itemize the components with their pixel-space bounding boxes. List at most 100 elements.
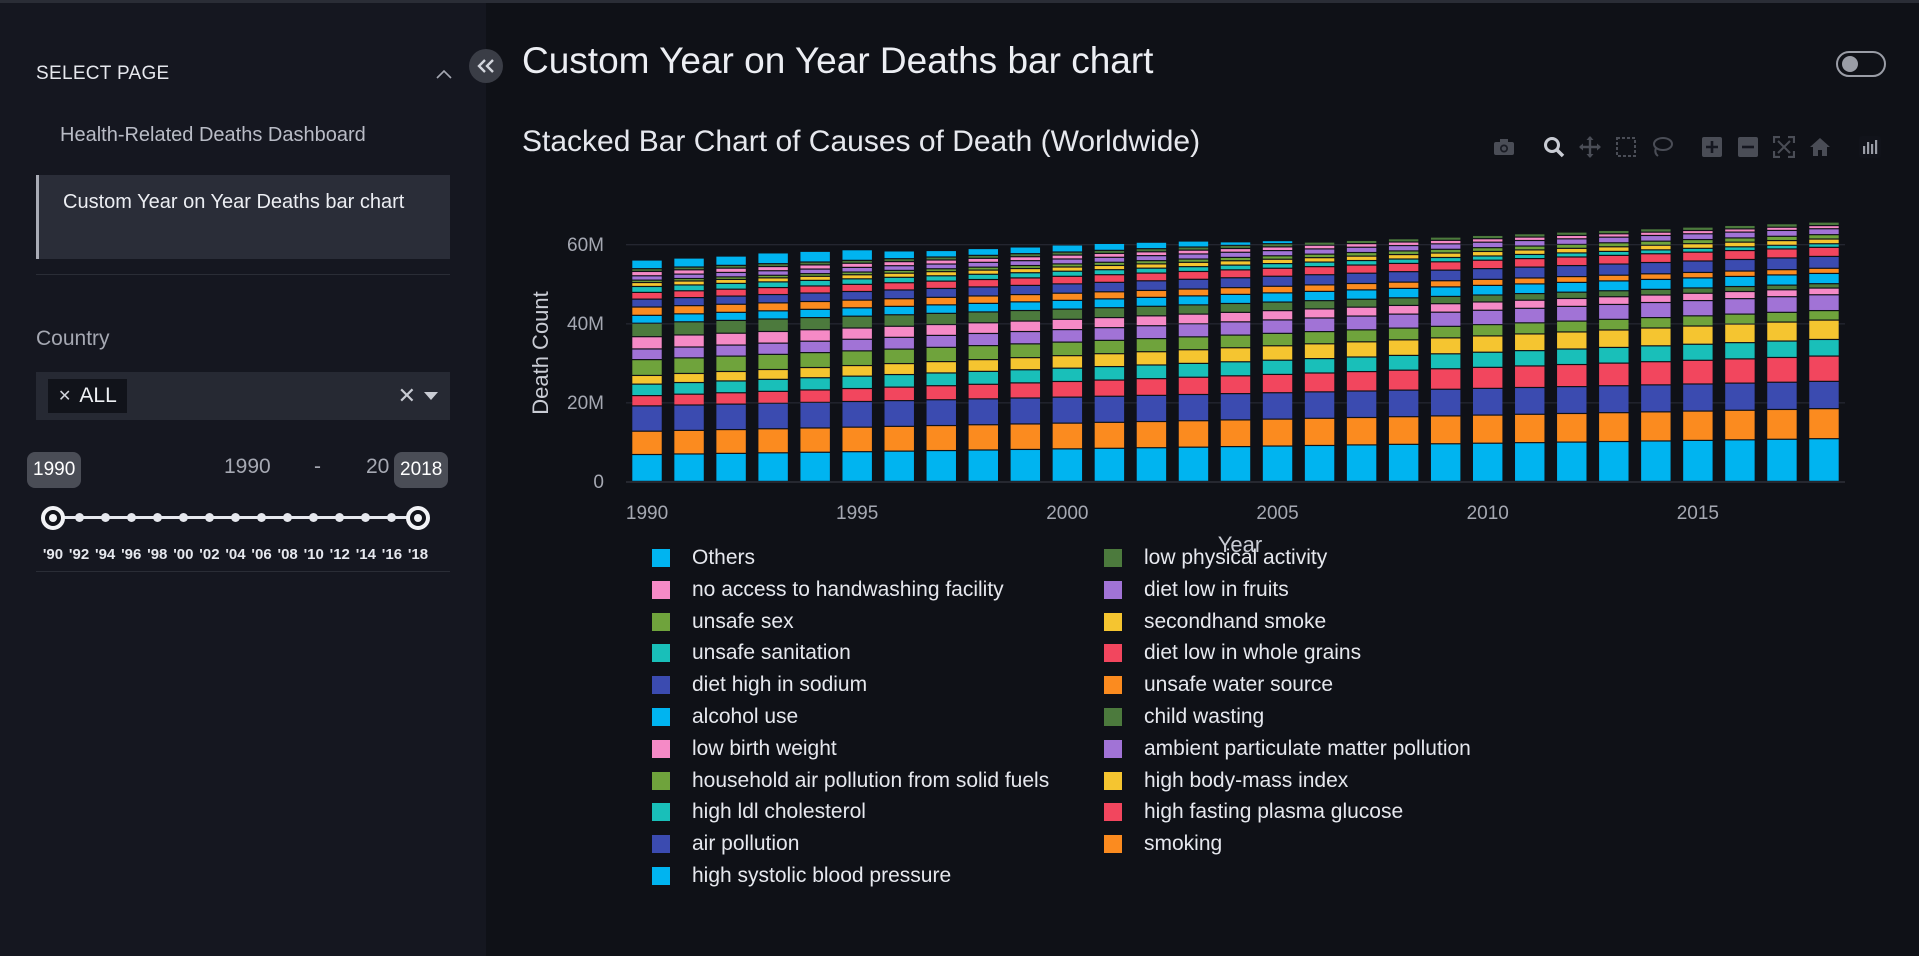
collapse-sidebar-button[interactable] <box>469 49 503 83</box>
country-dropdown[interactable]: ✕ ALL ✕ <box>36 372 450 420</box>
bar-segment <box>1515 234 1545 237</box>
legend-item[interactable]: low birth weight <box>652 737 837 761</box>
zoom-in-icon[interactable] <box>1694 133 1730 161</box>
slider-tick-label[interactable]: '96 <box>121 546 142 563</box>
slider-mark[interactable] <box>231 513 240 522</box>
bar-segment <box>716 453 746 481</box>
bar-segment <box>1010 261 1041 265</box>
legend-item[interactable]: secondhand smoke <box>1104 610 1326 634</box>
legend-item[interactable]: high ldl cholesterol <box>652 800 866 824</box>
bar-segment <box>926 272 956 276</box>
chevron-up-icon[interactable] <box>436 66 452 82</box>
bar-segment <box>1304 245 1335 249</box>
bar-segment <box>1557 332 1587 349</box>
bar-segment <box>1641 236 1671 241</box>
bar-segment <box>1472 325 1503 336</box>
legend-item[interactable]: low physical activity <box>1104 546 1327 570</box>
legend-item[interactable]: diet low in whole grains <box>1104 641 1361 665</box>
slider-tick-label[interactable]: '94 <box>95 546 116 563</box>
bar-segment <box>1515 334 1545 351</box>
camera-icon[interactable] <box>1486 133 1522 161</box>
slider-tick-label[interactable]: '10 <box>303 546 324 563</box>
legend-item[interactable]: unsafe sanitation <box>652 641 851 665</box>
legend-item[interactable]: unsafe water source <box>1104 673 1333 697</box>
slider-tick-label[interactable]: '92 <box>68 546 90 563</box>
slider-tick-label[interactable]: '04 <box>225 546 246 563</box>
bar-segment <box>1052 252 1083 255</box>
slider-tick-label[interactable]: '16 <box>381 546 403 563</box>
legend-item[interactable]: alcohol use <box>652 705 798 729</box>
bar-segment <box>1599 330 1629 347</box>
legend-item[interactable]: household air pollution from solid fuels <box>652 769 1049 793</box>
slider-tick-label[interactable]: '06 <box>251 546 272 563</box>
slider-tick-label[interactable]: '90 <box>42 546 64 563</box>
clear-icon[interactable]: ✕ <box>397 383 416 408</box>
legend-item[interactable]: high body-mass index <box>1104 769 1348 793</box>
legend-item[interactable]: smoking <box>1104 832 1222 856</box>
legend-item[interactable]: diet high in sodium <box>652 673 867 697</box>
bar-segment <box>1683 240 1713 244</box>
slider-mark[interactable] <box>283 513 293 522</box>
legend-item[interactable]: high systolic blood pressure <box>652 864 951 888</box>
slider-mark[interactable] <box>335 513 345 522</box>
zoom-out-icon[interactable] <box>1730 133 1766 161</box>
stacked-bar-chart[interactable]: 0 20M 40M 60M 1990 1995 2000 2005 2010 2015 Year De… <box>520 215 1860 555</box>
plotly-logo-icon[interactable] <box>1852 133 1888 161</box>
select-page-header[interactable]: SELECT PAGE <box>36 60 452 88</box>
slider-tick-label[interactable]: '14 <box>355 546 376 563</box>
slider-tick-label[interactable]: '98 <box>147 546 168 563</box>
slider-mark[interactable] <box>387 513 397 522</box>
legend-item[interactable]: unsafe sex <box>652 610 794 634</box>
slider-tick-label[interactable]: '12 <box>329 546 350 563</box>
legend-item[interactable]: diet low in fruits <box>1104 578 1289 602</box>
bar-segment <box>1220 270 1251 278</box>
pan-icon[interactable] <box>1572 133 1608 161</box>
bar-segment <box>758 379 788 391</box>
lasso-icon[interactable] <box>1644 133 1680 161</box>
slider-tick-label[interactable]: '18 <box>407 546 429 563</box>
bar-segment <box>1220 249 1251 252</box>
range-start-handle[interactable] <box>41 506 65 530</box>
slider-mark[interactable] <box>126 513 136 522</box>
slider-mark[interactable] <box>100 513 110 522</box>
bar-stack <box>800 251 830 481</box>
nav-item-health-dashboard[interactable]: Health-Related Deaths Dashboard <box>60 124 366 146</box>
zoom-icon[interactable] <box>1536 133 1572 161</box>
slider-tick-label[interactable]: '00 <box>173 546 194 563</box>
country-chip-label: ALL <box>79 384 117 407</box>
bar-segment <box>1767 224 1797 227</box>
legend-item[interactable]: ambient particulate matter pollution <box>1104 737 1471 761</box>
nav-item-custom-bar-chart[interactable]: Custom Year on Year Deaths bar chart <box>36 175 450 259</box>
slider-mark[interactable] <box>74 513 84 522</box>
legend-item[interactable]: no access to handwashing facility <box>652 578 1004 602</box>
slider-mark[interactable] <box>309 513 319 522</box>
legend-item[interactable]: Others <box>652 546 755 570</box>
bar-segment <box>758 403 788 429</box>
legend-item[interactable]: air pollution <box>652 832 799 856</box>
slider-tick-label[interactable]: '02 <box>199 546 220 563</box>
reset-axes-icon[interactable] <box>1802 133 1838 161</box>
slider-mark[interactable] <box>152 513 162 522</box>
bar-segment <box>1094 254 1125 257</box>
chevron-down-icon[interactable] <box>424 392 438 400</box>
slider-tick-label[interactable]: '08 <box>277 546 298 563</box>
slider-mark[interactable] <box>361 513 371 522</box>
autoscale-icon[interactable] <box>1766 133 1802 161</box>
remove-chip-icon[interactable]: ✕ <box>58 388 72 405</box>
bar-segment <box>1767 322 1797 341</box>
slider-mark[interactable] <box>178 513 188 522</box>
range-end-handle[interactable] <box>406 506 430 530</box>
slider-mark[interactable] <box>204 513 214 522</box>
bar-segment <box>800 353 830 367</box>
box-select-icon[interactable] <box>1608 133 1644 161</box>
bar-segment <box>884 337 914 349</box>
legend-item[interactable]: child wasting <box>1104 705 1264 729</box>
bar-segment <box>1220 348 1251 362</box>
country-chip[interactable]: ✕ ALL <box>48 379 127 413</box>
theme-toggle[interactable] <box>1836 51 1886 77</box>
bar-segment <box>1809 295 1839 310</box>
bar-segment <box>1010 273 1041 278</box>
legend-item[interactable]: high fasting plasma glucose <box>1104 800 1403 824</box>
slider-mark[interactable] <box>257 513 267 522</box>
bar-segment <box>1346 253 1377 256</box>
